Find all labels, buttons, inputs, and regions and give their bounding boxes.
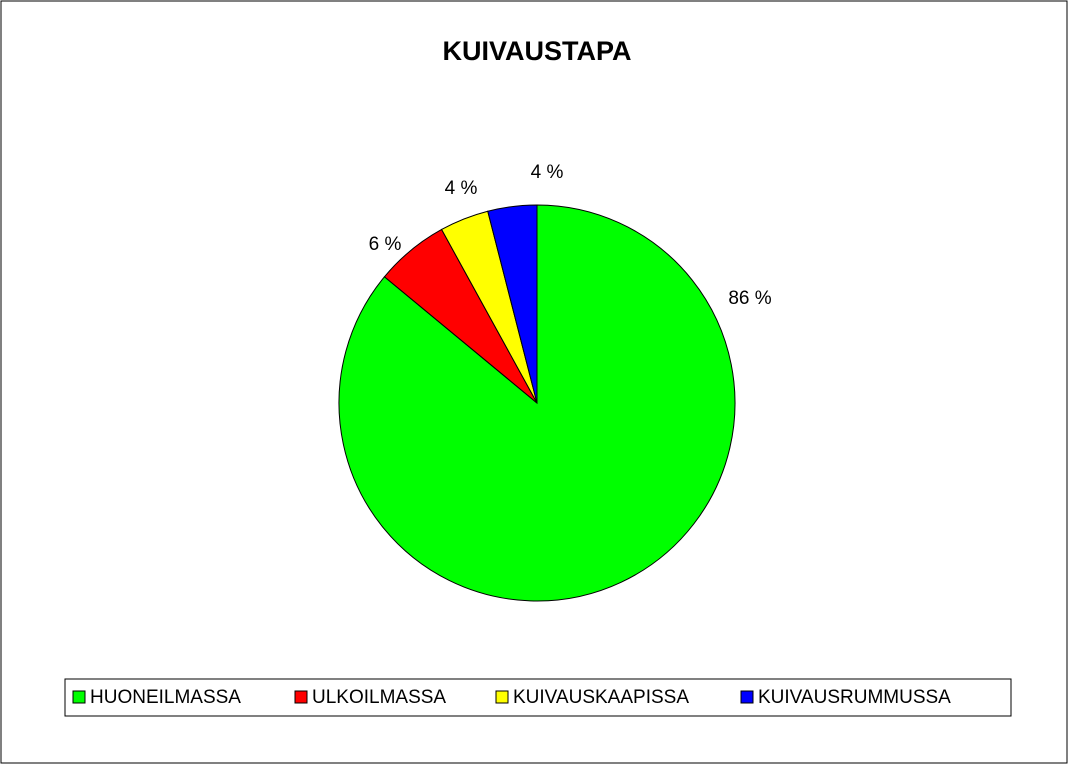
legend-swatch [740, 690, 754, 704]
data-label: 6 % [369, 234, 402, 255]
legend-label: KUIVAUSKAAPISSA [513, 687, 689, 708]
legend-swatch [495, 690, 509, 704]
legend-box [64, 678, 1012, 717]
legend-label: KUIVAUSRUMMUSSA [758, 687, 951, 708]
data-label: 86 % [728, 288, 771, 309]
legend-swatch [72, 690, 86, 704]
data-label: 4 % [531, 162, 564, 183]
legend-label: ULKOILMASSA [312, 687, 446, 708]
pie-slice [487, 204, 538, 404]
legend-label: HUONEILMASSA [90, 687, 241, 708]
chart-title: KUIVAUSTAPA [443, 36, 632, 66]
data-label: 4 % [445, 178, 478, 199]
pie-slice [338, 204, 736, 602]
legend-swatch [294, 690, 308, 704]
